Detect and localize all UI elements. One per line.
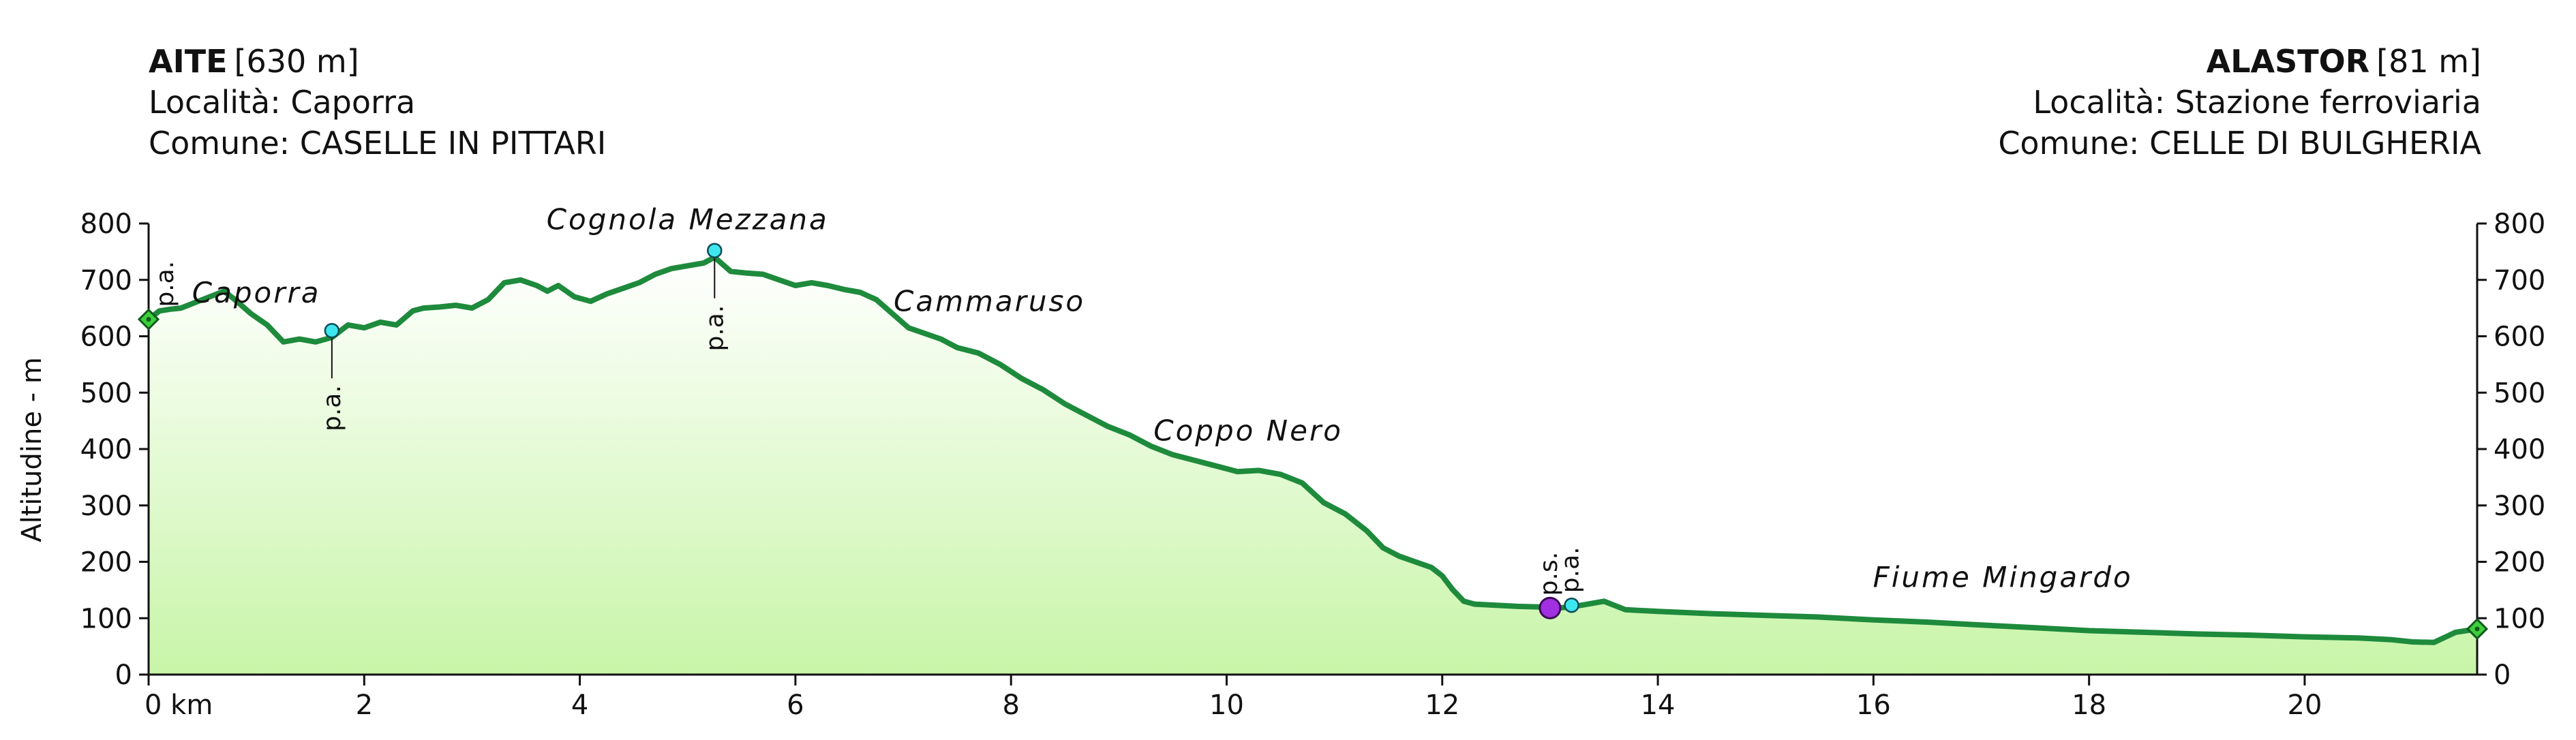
end-title-line: ALASTOR [81 m]: [2207, 43, 2481, 80]
place-label: Caporra: [192, 276, 321, 309]
x-tick-label: 6: [787, 690, 804, 721]
x-tick-label: 12: [1425, 690, 1459, 721]
point-label: p.a.: [151, 261, 179, 307]
x-tick-label: 16: [1856, 690, 1891, 721]
point-pa-marker: [324, 322, 340, 339]
point-pa-marker: [1564, 597, 1579, 613]
y-tick-label-left: 200: [80, 547, 132, 579]
y-tick-label-left: 400: [80, 434, 132, 465]
place-label: Cognola Mezzana: [547, 202, 829, 236]
y-tick-label-left: 600: [80, 322, 132, 353]
y-tick-label-right: 500: [2494, 377, 2545, 409]
x-tick-label: 18: [2072, 690, 2106, 721]
header-end: ALASTOR [81 m] Località: Stazione ferrovi…: [1998, 43, 2481, 161]
y-tick-label-left: 300: [80, 491, 132, 522]
y-tick-label-right: 0: [2494, 660, 2511, 691]
start-title-line: AITE [630 m]: [149, 43, 359, 80]
y-tick-label-right: 100: [2494, 603, 2545, 634]
place-label: Coppo Nero: [1153, 414, 1343, 448]
plot-area: 0 0 100 100 200 200 300 300 400 400 500 500 600 600 70…: [80, 202, 2546, 721]
endpoint-dot: [146, 317, 151, 322]
x-tick-label: 4: [571, 690, 588, 721]
end-name: ALASTOR: [2207, 43, 2370, 80]
y-tick-label-right: 800: [2494, 209, 2545, 240]
point-label: p.a.: [1557, 546, 1585, 593]
header-start: AITE [630 m] Località: Caporra Comune: CA…: [149, 43, 606, 161]
x-tick-label: 14: [1641, 690, 1676, 721]
place-label: Cammaruso: [894, 284, 1085, 318]
point-label: p.a.: [701, 305, 729, 352]
point-pa-marker: [707, 243, 723, 258]
x-tick-label: 8: [1002, 690, 1019, 721]
x-tick-label: 0 km: [145, 690, 213, 721]
end-localita: Località: Stazione ferroviaria: [2033, 84, 2481, 121]
x-tick-label: 2: [356, 690, 373, 721]
point-ps-marker: [1539, 596, 1562, 619]
start-comune: Comune: CASELLE IN PITTARI: [149, 125, 606, 161]
y-tick-label-left: 800: [80, 209, 132, 240]
x-tick-label: 10: [1209, 690, 1244, 721]
end-comune: Comune: CELLE DI BULGHERIA: [1998, 125, 2481, 161]
y-tick-label-left: 700: [80, 265, 132, 296]
y-tick-label-right: 200: [2494, 547, 2545, 579]
y-tick-label-left: 500: [80, 377, 132, 409]
y-tick-label-right: 300: [2494, 491, 2545, 522]
y-tick-label-right: 600: [2494, 322, 2545, 353]
y-tick-label-left: 100: [80, 603, 132, 634]
place-label: Fiume Mingardo: [1873, 561, 2133, 594]
point-label: p.a.: [318, 385, 346, 431]
elevation-line: [146, 254, 2480, 645]
start-altitude: [630 m]: [234, 43, 359, 80]
start-localita: Località: Caporra: [149, 84, 415, 121]
y-tick-label-right: 700: [2494, 265, 2545, 296]
x-tick-label: 20: [2288, 690, 2322, 721]
y-tick-label-left: 0: [115, 660, 132, 691]
y-axis-title: Altitudine - m: [16, 357, 48, 542]
start-name: AITE: [149, 43, 228, 80]
endpoint-dot: [2474, 626, 2480, 632]
end-altitude: [81 m]: [2376, 43, 2481, 80]
elevation-area: [149, 257, 2477, 675]
point-label: p.s.: [1535, 552, 1563, 596]
y-tick-label-right: 400: [2494, 434, 2545, 465]
